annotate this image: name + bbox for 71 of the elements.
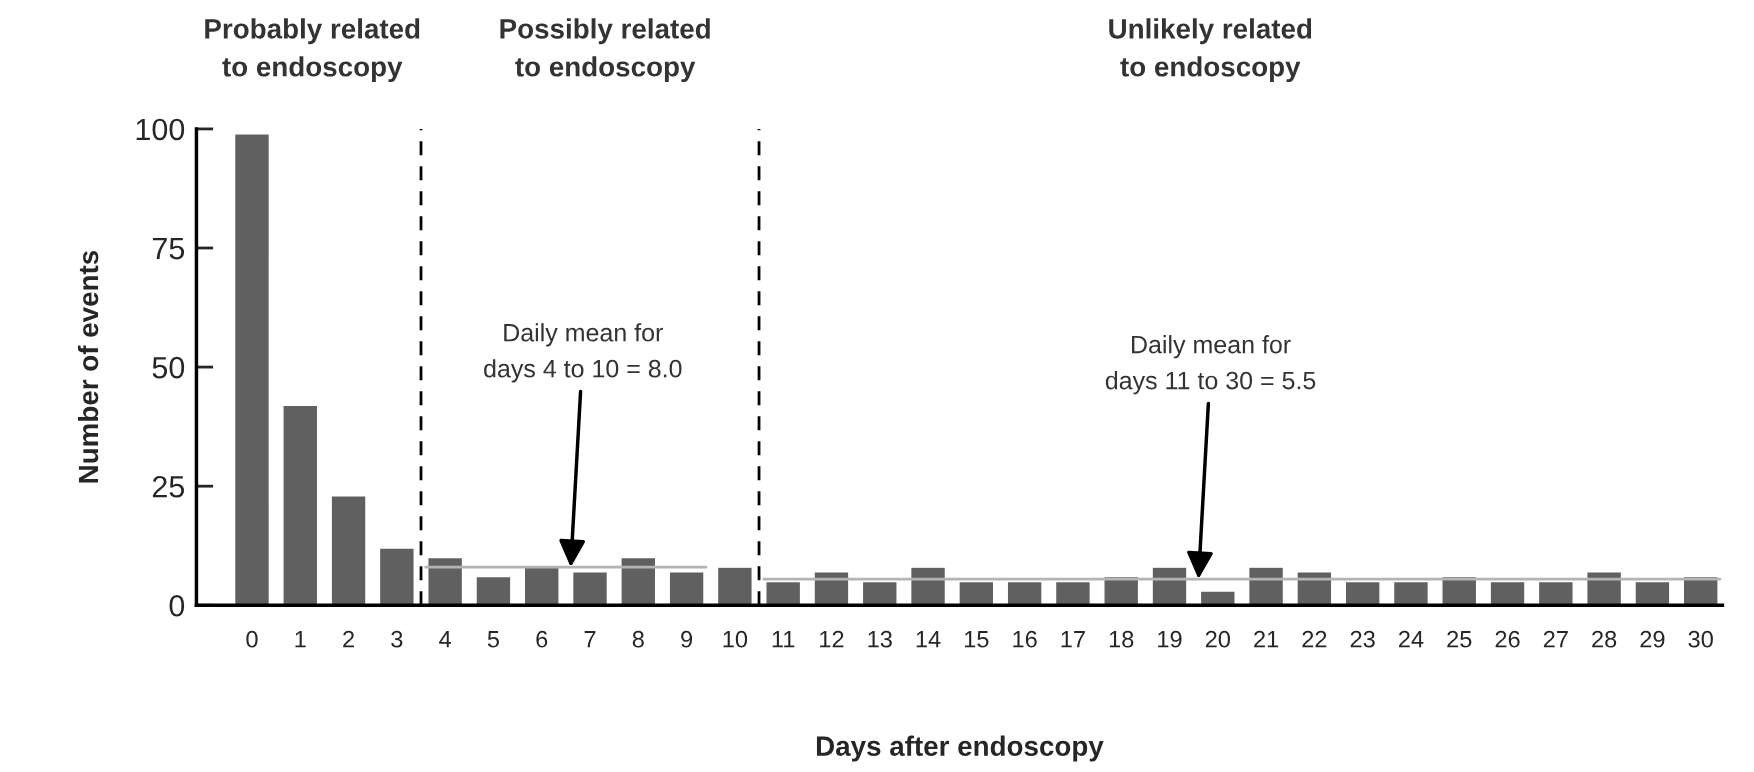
x-tick-label: 4 [439,631,452,648]
x-tick-label: 23 [1350,630,1375,648]
bar [1006,580,1043,606]
x-tick-label: 16 [1013,630,1037,648]
bar [1199,590,1236,606]
x-axis-title: Days after endoscopy [816,735,1104,762]
x-tick-label: 6 [536,630,548,648]
x-tick-label: 27 [1543,630,1568,648]
bar [813,571,850,606]
x-tick-label: 28 [1592,630,1617,648]
bar [620,556,657,606]
bar [571,571,609,606]
bar [1586,571,1623,606]
x-tick-label: 8 [632,630,644,648]
x-tick-label: 25 [1447,630,1472,648]
x-tick-label: 30 [1688,630,1713,648]
x-tick-label: 7 [584,631,596,648]
x-tick-label: 26 [1495,630,1520,648]
bar [475,575,512,606]
bar [765,580,802,606]
x-tick-label: 15 [965,631,989,648]
x-tick-label: 18 [1109,630,1134,648]
bar [1151,566,1188,606]
bar [233,132,271,606]
text: Unlikely related to endoscopy [1109,18,1312,83]
x-tick-label: 9 [681,630,693,648]
text: Possibly related to endoscopy [500,18,710,83]
annotation: Daily mean for days 11 to 30 = 5.5 [1105,335,1316,395]
bar [861,580,898,606]
x-tick-label: 29 [1640,630,1665,648]
y-tick-label: 50 [152,356,185,379]
y-tick-label: 25 [152,475,185,498]
x-tick-label: 22 [1302,630,1327,648]
y-axis-title: Number of events [77,250,99,483]
bar [958,580,995,606]
bar [1537,580,1574,606]
bar [378,547,415,606]
x-tick-label: 10 [723,630,748,648]
bar [668,571,705,606]
bar [1634,580,1671,606]
y-tick-label: 75 [152,238,185,260]
x-tick-label: 1 [295,631,306,648]
bar [716,566,753,606]
x-tick-label: 20 [1205,630,1230,648]
y-tick-label: 100 [136,118,185,141]
x-tick-label: 5 [487,631,500,648]
bar [1248,566,1285,606]
x-tick-label: 21 [1254,630,1279,648]
bar [427,556,464,606]
text: Probably related to endoscopy [205,18,420,83]
x-tick-label: 12 [820,630,844,648]
bar [1054,580,1092,606]
bar [909,566,947,606]
x-tick-label: 14 [916,631,941,648]
bar [282,404,319,606]
x-tick-label: 0 [246,630,258,648]
x-tick-label: 3 [391,630,403,648]
bar [1392,580,1430,606]
bar [1489,580,1526,606]
x-tick-label: 17 [1061,631,1085,648]
bar [330,494,367,606]
bar [523,566,560,606]
bar [1296,571,1333,606]
annotation: Daily mean for days 4 to 10 = 8.0 [484,323,682,383]
x-tick-label: 19 [1158,630,1182,648]
x-tick-label: 2 [343,630,354,648]
x-tick-label: 13 [868,630,892,648]
y-tick-label: 0 [169,594,185,617]
x-tick-label: 24 [1399,630,1424,648]
bar [1344,580,1381,606]
x-tick-label: 11 [772,631,795,648]
